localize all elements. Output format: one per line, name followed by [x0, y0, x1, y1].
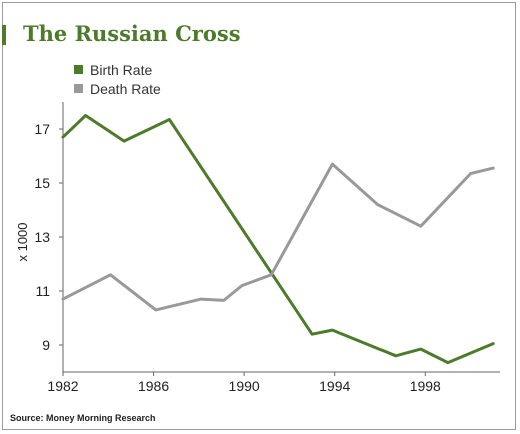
series-line-birth-rate — [61, 114, 495, 365]
y-tick-label-15: 15 — [34, 175, 50, 191]
legend: Birth Rate Death Rate — [74, 60, 161, 98]
legend-item-death-rate: Death Rate — [74, 79, 161, 98]
x-tick-label-1990: 1990 — [229, 378, 260, 394]
legend-swatch-death-rate — [74, 84, 83, 93]
y-tick-label-9: 9 — [42, 337, 50, 353]
y-axis-label: x 1000 — [15, 222, 30, 261]
chart-title: The Russian Cross — [23, 21, 241, 46]
y-tick-label-13: 13 — [34, 229, 50, 245]
legend-label-death-rate: Death Rate — [90, 80, 161, 97]
x-tick-label-1994: 1994 — [319, 378, 350, 394]
legend-label-birth-rate: Birth Rate — [90, 61, 153, 78]
series-line-death-rate — [61, 162, 495, 312]
source-note: Source: Money Morning Research — [10, 413, 156, 423]
y-tick-label-11: 11 — [35, 283, 50, 299]
title-accent-bar — [2, 25, 6, 45]
x-tick-label-1982: 1982 — [47, 378, 78, 394]
x-tick-label-1998: 1998 — [410, 378, 441, 394]
x-tick-label-1986: 1986 — [138, 378, 169, 394]
y-tick-label-17: 17 — [34, 121, 50, 137]
legend-swatch-birth-rate — [74, 65, 83, 74]
legend-item-birth-rate: Birth Rate — [74, 60, 161, 79]
